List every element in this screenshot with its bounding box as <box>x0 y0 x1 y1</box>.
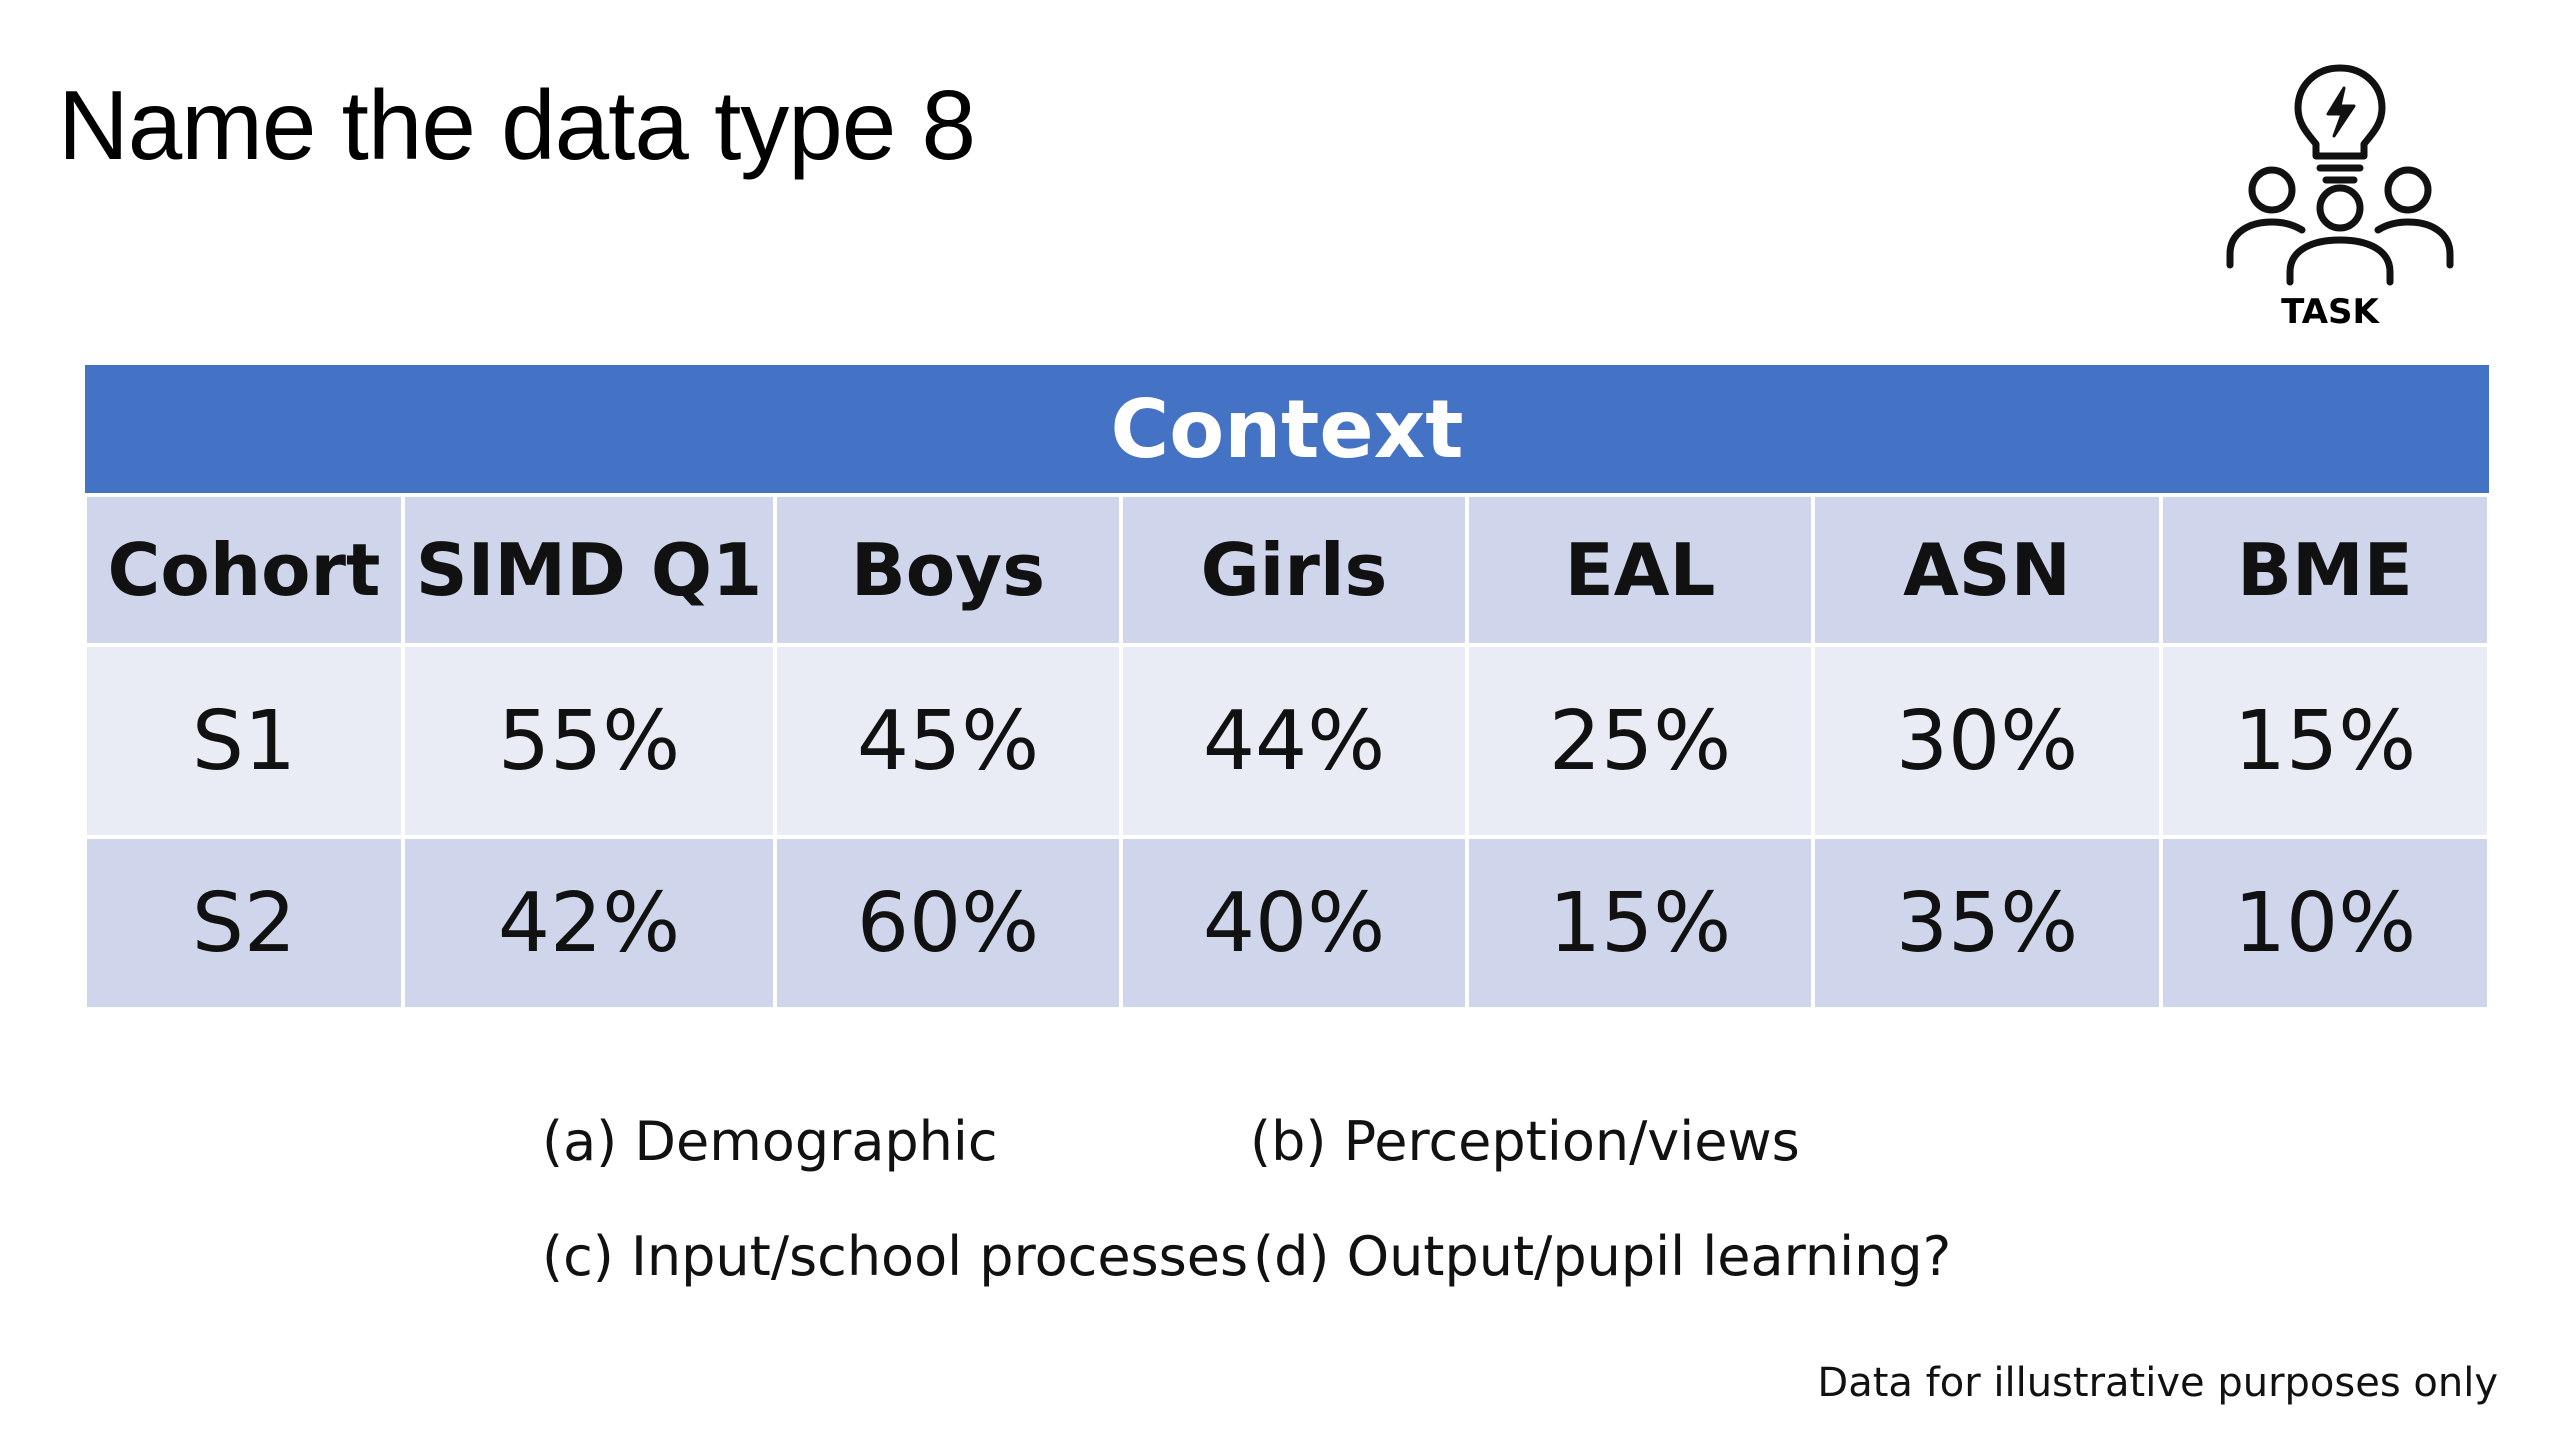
context-table: Context Cohort SIMD Q1 Boys Girls EAL AS… <box>83 365 2492 1011</box>
option-c: (c) Input/school processes <box>542 1225 1249 1288</box>
column-header-bme: BME <box>2158 493 2492 647</box>
table-banner: Context <box>85 365 2490 497</box>
table-header-row: Cohort SIMD Q1 Boys Girls EAL ASN BME <box>83 493 2492 647</box>
option-a: (a) Demographic <box>542 1110 998 1173</box>
table-cell: 10% <box>2158 835 2492 1011</box>
column-header-asn: ASN <box>1811 493 2163 647</box>
task-badge: TASK <box>2200 60 2480 350</box>
column-header-boys: Boys <box>773 493 1123 647</box>
table-cell: S2 <box>83 835 405 1011</box>
table-cell: 25% <box>1465 643 1815 839</box>
column-header-cohort: Cohort <box>83 493 405 647</box>
table-cell: 35% <box>1811 835 2163 1011</box>
option-b: (b) Perception/views <box>1250 1110 1800 1173</box>
task-label: TASK <box>2281 292 2379 332</box>
table-cell: 15% <box>2158 643 2492 839</box>
table-cell: 45% <box>773 643 1123 839</box>
column-header-eal: EAL <box>1465 493 1815 647</box>
team-idea-icon <box>2226 64 2454 286</box>
table-cell: 42% <box>401 835 777 1011</box>
table-cell: 15% <box>1465 835 1815 1011</box>
slide-title: Name the data type 8 <box>58 70 976 180</box>
option-d: (d) Output/pupil learning? <box>1253 1225 1952 1288</box>
table-row: S2 42% 60% 40% 15% 35% 10% <box>83 835 2492 1011</box>
column-header-simd-q1: SIMD Q1 <box>401 493 777 647</box>
table-cell: S1 <box>83 643 405 839</box>
disclaimer-note: Data for illustrative purposes only <box>1817 1360 2498 1406</box>
table-cell: 55% <box>401 643 777 839</box>
table-cell: 60% <box>773 835 1123 1011</box>
table-row: S1 55% 45% 44% 25% 30% 15% <box>83 643 2492 839</box>
column-header-girls: Girls <box>1119 493 1469 647</box>
table-cell: 44% <box>1119 643 1469 839</box>
table-cell: 40% <box>1119 835 1469 1011</box>
table-cell: 30% <box>1811 643 2163 839</box>
